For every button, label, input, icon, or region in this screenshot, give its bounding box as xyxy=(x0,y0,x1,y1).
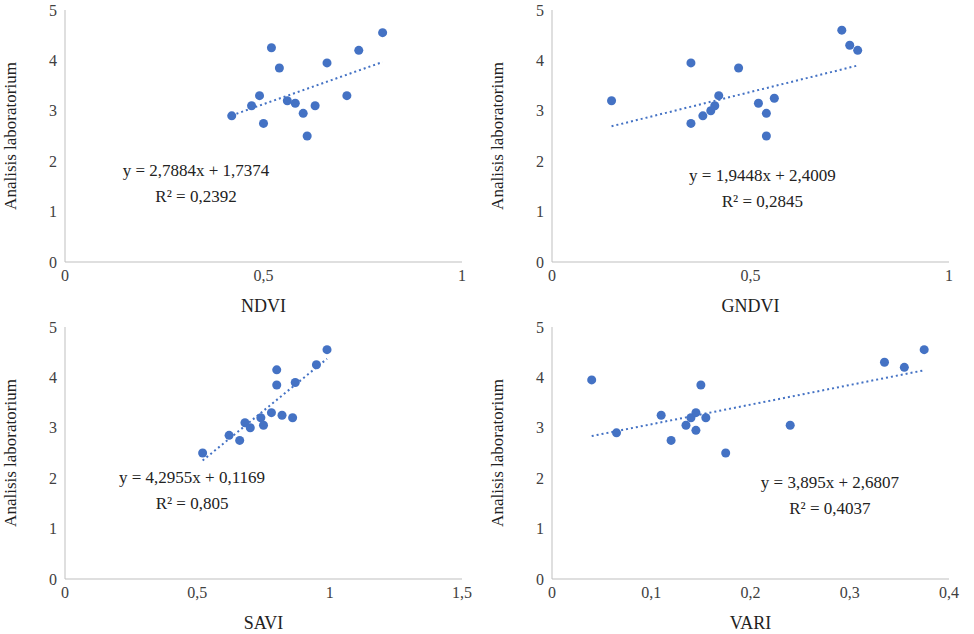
svg-text:Analisis laboratorium: Analisis laboratorium xyxy=(1,62,20,210)
svg-text:1: 1 xyxy=(326,584,334,601)
svg-text:1: 1 xyxy=(536,203,544,220)
svg-text:3: 3 xyxy=(49,102,57,119)
svg-text:0: 0 xyxy=(536,571,544,588)
html-text:R² = 0,4037: R² = 0,4037 xyxy=(789,499,871,519)
svg-text:0,1: 0,1 xyxy=(641,584,661,601)
svg-text:2: 2 xyxy=(536,470,544,487)
svg-text:GNDVI: GNDVI xyxy=(722,296,780,316)
svg-text:1: 1 xyxy=(49,520,57,537)
svg-text:1: 1 xyxy=(536,520,544,537)
svg-text:Analisis laboratorium: Analisis laboratorium xyxy=(488,62,507,210)
svg-text:Analisis laboratorium: Analisis laboratorium xyxy=(1,379,20,527)
svg-text:5: 5 xyxy=(536,2,544,19)
svg-text:5: 5 xyxy=(536,319,544,336)
svg-text:NDVI: NDVI xyxy=(241,296,286,316)
svg-text:1: 1 xyxy=(945,267,953,284)
svg-text:4: 4 xyxy=(536,369,544,386)
svg-text:4: 4 xyxy=(49,369,57,386)
svg-text:0,5: 0,5 xyxy=(187,584,207,601)
svg-text:2: 2 xyxy=(536,153,544,170)
svg-text:Analisis laboratorium: Analisis laboratorium xyxy=(488,379,507,527)
html-text:y = 4,2955x + 0,1169: y = 4,2955x + 0,1169 xyxy=(119,468,266,488)
html-text:R² = 0,805: R² = 0,805 xyxy=(155,494,229,514)
html-text:y = 1,9448x + 2,4009: y = 1,9448x + 2,4009 xyxy=(689,166,836,186)
svg-text:0,3: 0,3 xyxy=(840,584,860,601)
svg-text:0,4: 0,4 xyxy=(939,584,959,601)
svg-text:0: 0 xyxy=(61,584,69,601)
svg-text:0: 0 xyxy=(49,254,57,271)
svg-text:0: 0 xyxy=(548,584,556,601)
svg-text:3: 3 xyxy=(536,102,544,119)
svg-text:0,5: 0,5 xyxy=(741,267,761,284)
svg-text:5: 5 xyxy=(49,2,57,19)
svg-text:0: 0 xyxy=(548,267,556,284)
html-text:y = 2,7884x + 1,7374: y = 2,7884x + 1,7374 xyxy=(122,161,270,181)
html-text:y = 3,895x + 2,6807: y = 3,895x + 2,6807 xyxy=(760,473,899,493)
svg-text:0: 0 xyxy=(536,254,544,271)
html-text:R² = 0,2392: R² = 0,2392 xyxy=(155,187,237,207)
svg-text:5: 5 xyxy=(49,319,57,336)
svg-text:4: 4 xyxy=(536,52,544,69)
svg-text:2: 2 xyxy=(49,470,57,487)
svg-text:3: 3 xyxy=(536,419,544,436)
svg-text:0,2: 0,2 xyxy=(741,584,761,601)
svg-text:3: 3 xyxy=(49,419,57,436)
svg-text:0: 0 xyxy=(61,267,69,284)
svg-text:1: 1 xyxy=(458,267,466,284)
svg-text:SAVI: SAVI xyxy=(244,613,284,633)
svg-text:1: 1 xyxy=(49,203,57,220)
svg-text:1,5: 1,5 xyxy=(452,584,472,601)
html-text:R² = 0,2845: R² = 0,2845 xyxy=(721,192,803,212)
svg-text:0,5: 0,5 xyxy=(254,267,274,284)
svg-text:VARI: VARI xyxy=(730,613,772,633)
svg-text:4: 4 xyxy=(49,52,57,69)
svg-text:0: 0 xyxy=(49,571,57,588)
svg-text:2: 2 xyxy=(49,153,57,170)
